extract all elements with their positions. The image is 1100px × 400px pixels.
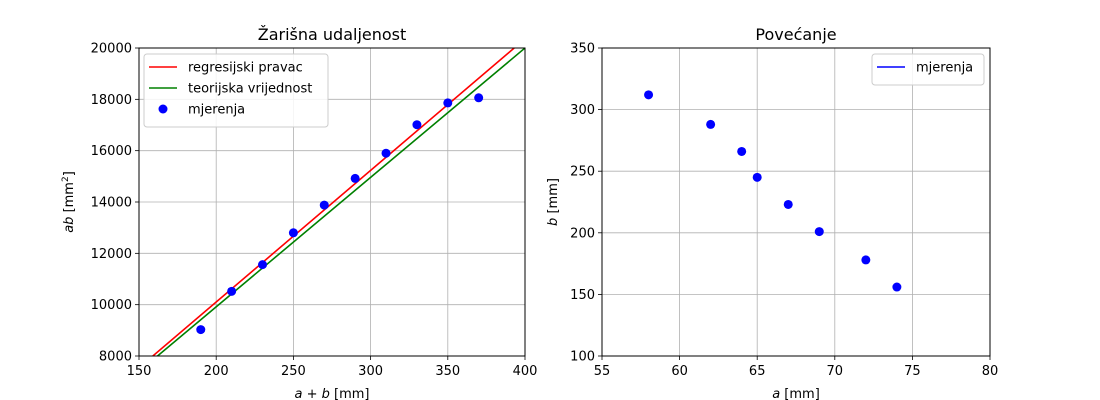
x-axis-variable: a	[772, 387, 780, 400]
y-tick-label: 100	[570, 350, 595, 365]
y-axis-label: ab [mm2]	[61, 171, 77, 233]
data-point-9	[443, 98, 453, 108]
x-tick-label: 250	[281, 364, 306, 379]
x-axis-label: a [mm]	[772, 387, 820, 400]
y-tick-label: 18000	[91, 93, 132, 108]
x-tick-label: 400	[513, 364, 538, 379]
y-axis-unit-close: ]	[62, 171, 77, 176]
data-point-6	[350, 173, 360, 183]
series-line-2	[156, 48, 525, 356]
legend-label: mjerenja	[916, 61, 973, 76]
data-point-4	[288, 228, 298, 238]
chart-2: 55 60 65 70 75 80 100 150 200 250 300 350 Povećanje a…	[546, 25, 998, 400]
y-axis-unit: [mm	[62, 182, 77, 217]
y-axis-label: b [mm]	[546, 178, 561, 226]
legend-label: teorijska vrijednost	[188, 82, 312, 97]
chart-1: 150 200 250 300 350 400 8000 10000 12000 14000 160…	[61, 25, 537, 400]
data-point-6	[814, 227, 824, 237]
x-axis-variable: a + b	[295, 387, 330, 400]
chart-title: Povećanje	[755, 25, 836, 44]
legend-box	[871, 53, 985, 86]
y-axis-variable: b	[546, 218, 561, 226]
data-point-3	[258, 260, 268, 270]
x-tick-label: 300	[358, 364, 383, 379]
y-tick-label: 8000	[99, 350, 132, 365]
data-point-2	[706, 119, 716, 129]
y-tick-label: 16000	[91, 144, 132, 159]
x-axis-unit: [mm]	[780, 387, 820, 400]
data-point-8	[412, 120, 422, 130]
y-tick-label: 12000	[91, 247, 132, 262]
x-tick-label: 60	[671, 364, 688, 379]
data-point-7	[381, 148, 391, 158]
x-axis-label: a + b [mm]	[295, 387, 370, 400]
y-tick-label: 250	[570, 165, 595, 180]
y-tick-label: 20000	[91, 42, 132, 57]
x-tick-label: 80	[982, 364, 999, 379]
x-tick-label: 75	[904, 364, 921, 379]
plot-area	[644, 90, 902, 292]
x-tick-label: 350	[435, 364, 460, 379]
data-point-10	[474, 93, 484, 103]
axes-frame	[601, 47, 991, 357]
legend-label: regresijski pravac	[188, 61, 303, 76]
x-tick-label: 55	[594, 364, 611, 379]
x-axis-unit: [mm]	[330, 387, 370, 400]
legend-swatch-marker	[158, 104, 168, 114]
chart-title: Žarišna udaljenost	[258, 25, 407, 44]
y-tick-label: 200	[570, 226, 595, 241]
y-tick-label: 150	[570, 288, 595, 303]
legend: regresijski pravac teorijska vrijednost mj…	[143, 53, 329, 128]
plot-area	[151, 48, 525, 356]
data-point-3	[737, 146, 747, 156]
data-point-5	[783, 199, 793, 209]
x-tick-label: 150	[127, 364, 152, 379]
legend: mjerenja	[871, 53, 985, 86]
x-tick-label: 65	[749, 364, 766, 379]
y-axis-variable: ab	[62, 217, 77, 233]
legend-box	[143, 53, 329, 128]
data-point-2	[227, 286, 237, 296]
series-line-1	[151, 48, 515, 356]
y-axis-unit: [mm]	[546, 178, 561, 218]
y-tick-label: 10000	[91, 298, 132, 313]
data-point-1	[196, 325, 206, 335]
legend-label: mjerenja	[188, 103, 245, 118]
data-point-5	[319, 200, 329, 210]
y-tick-label: 350	[570, 42, 595, 57]
y-axis-unit-superscript: 2	[61, 176, 71, 182]
x-tick-label: 70	[827, 364, 844, 379]
data-point-8	[892, 282, 902, 292]
y-tick-label: 300	[570, 103, 595, 118]
x-tick-label: 200	[204, 364, 229, 379]
data-point-1	[644, 90, 654, 100]
y-tick-label: 14000	[91, 196, 132, 211]
data-point-7	[861, 255, 871, 265]
data-point-4	[752, 172, 762, 182]
